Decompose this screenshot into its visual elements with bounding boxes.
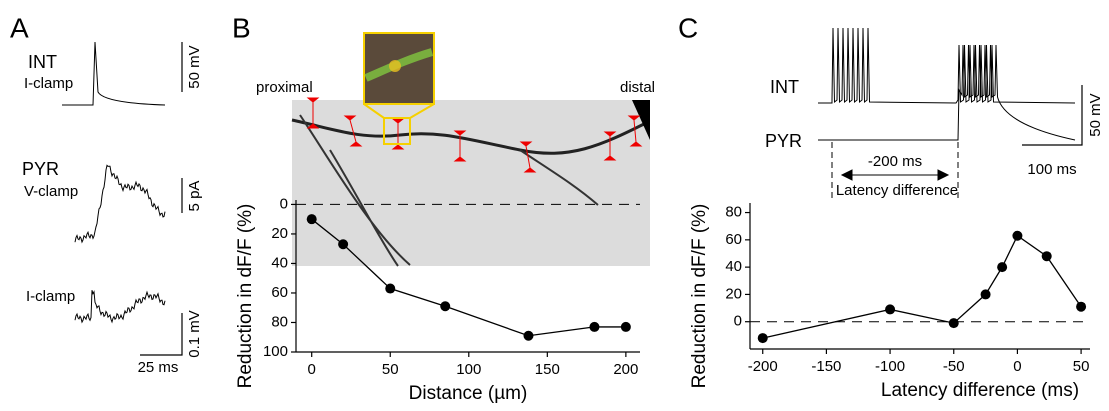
y-axis-title: Reduction in dF/F (%): [689, 204, 710, 389]
zoom-line: [363, 103, 435, 119]
x-tick-label: 0: [1013, 358, 1021, 375]
data-point: [757, 333, 768, 344]
trace-label: I-clamp: [24, 75, 73, 92]
scale-label: 0.1 mV: [186, 310, 203, 358]
scale-label: 50 mV: [186, 45, 203, 88]
image-label: proximal: [256, 79, 313, 96]
data-line: [762, 234, 1082, 339]
dendrite: [299, 114, 599, 267]
x-tick-label: -100: [875, 358, 905, 375]
panel-label: C: [678, 12, 698, 43]
y-tick-label: 0: [280, 195, 288, 212]
trace-label: V-clamp: [24, 183, 78, 200]
x-tick-label: 50: [1073, 358, 1090, 375]
pyr-iclamp-trace: [74, 290, 166, 324]
scale-label: 5 pA: [186, 181, 203, 212]
y-tick-label: 40: [271, 254, 288, 271]
panel-label: A: [10, 12, 29, 43]
data-point: [338, 239, 349, 250]
zoom-box: [383, 117, 411, 145]
roi-markers: [306, 97, 643, 173]
y-tick-label: 80: [271, 313, 288, 330]
scale-label: 100 ms: [1027, 161, 1076, 178]
data-point: [997, 262, 1008, 273]
y-tick-label: 20: [271, 225, 288, 242]
x-tick-label: -50: [943, 358, 965, 375]
pyr-trace: [818, 44, 1076, 141]
panel-label: B: [232, 12, 251, 43]
x-axis-title: Distance (µm): [409, 383, 528, 404]
y-tick-label: 20: [725, 285, 742, 302]
scale-bar: [1022, 85, 1083, 146]
y-axis-title: Reduction in dF/F (%): [235, 204, 256, 389]
trace-label: INT: [770, 77, 799, 97]
y-tick-label: 80: [725, 204, 742, 221]
data-point: [440, 301, 451, 312]
data-point: [1041, 251, 1052, 262]
data-point: [385, 283, 396, 294]
scale-label: 25 ms: [138, 359, 179, 376]
x-tick-label: 0: [308, 361, 316, 378]
latency-value: -200 ms: [868, 153, 922, 170]
data-point: [620, 321, 631, 332]
trace-label: PYR: [22, 159, 59, 179]
int-trace: [818, 27, 1076, 104]
x-tick-label: -150: [811, 358, 841, 375]
x-axis-title: Latency difference (ms): [881, 380, 1079, 401]
data-point: [885, 304, 896, 315]
y-tick-label: 100: [263, 343, 288, 360]
image-label: distal: [620, 79, 655, 96]
inset-spot: [389, 60, 401, 72]
data-point: [1076, 301, 1087, 312]
x-tick-label: 100: [456, 361, 481, 378]
scale-label: 50 mV: [1087, 93, 1104, 136]
data-point: [948, 318, 959, 329]
x-tick-label: -200: [748, 358, 778, 375]
data-point: [980, 289, 991, 300]
trace-label: PYR: [765, 131, 802, 151]
data-point: [589, 321, 600, 332]
dendrite: [291, 118, 649, 155]
latency-label: Latency difference: [836, 182, 958, 199]
pyr-vclamp-trace: [74, 164, 166, 244]
x-tick-label: 200: [613, 361, 638, 378]
y-tick-label: 60: [725, 231, 742, 248]
data-point: [306, 214, 317, 225]
data-point: [523, 330, 534, 341]
y-tick-label: 60: [271, 284, 288, 301]
trace-label: INT: [28, 52, 57, 72]
latency-arrow: [840, 169, 950, 181]
dendrite: [632, 100, 650, 140]
data-point: [1012, 230, 1023, 241]
trace-label: I-clamp: [26, 288, 75, 305]
x-tick-label: 50: [382, 361, 399, 378]
scale-bar: [140, 313, 183, 356]
y-tick-label: 40: [725, 258, 742, 275]
y-tick-label: 0: [734, 313, 742, 330]
int-trace: [62, 41, 166, 106]
x-tick-label: 150: [535, 361, 560, 378]
